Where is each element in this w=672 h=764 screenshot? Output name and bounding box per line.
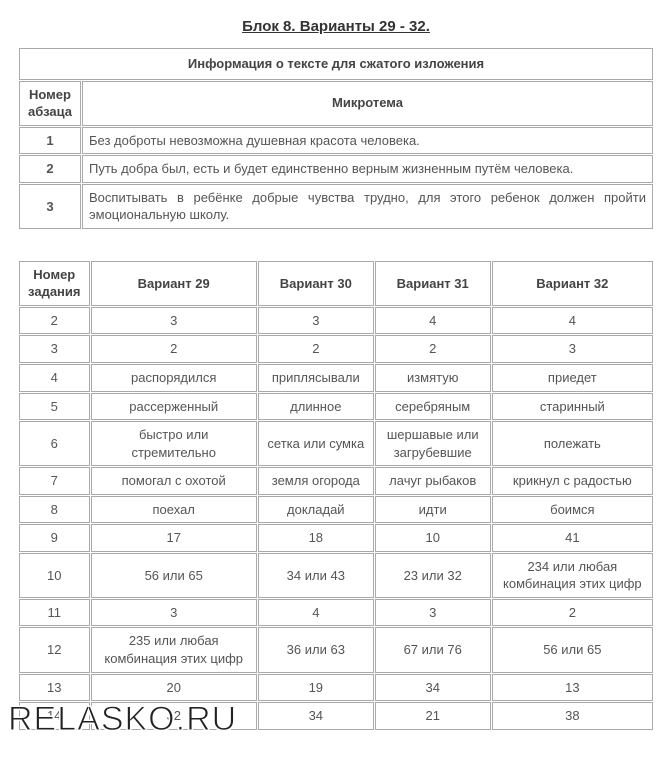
table-row: 4распорядилсяприплясывалиизмятуюприедет <box>19 364 653 392</box>
cell-v32: приедет <box>492 364 653 392</box>
info-row-text: Путь добра был, есть и будет единственно… <box>82 155 653 183</box>
cell-v29: 32 <box>91 702 257 730</box>
cell-v31: 3 <box>375 599 491 627</box>
cell-v32: 38 <box>492 702 653 730</box>
cell-v32: 3 <box>492 335 653 363</box>
cell-v30: приплясывали <box>258 364 374 392</box>
cell-task-num: 3 <box>19 335 90 363</box>
cell-v29: помогал с охотой <box>91 467 257 495</box>
cell-v31: 23 или 32 <box>375 553 491 598</box>
table-row: 113432 <box>19 599 653 627</box>
col-header-num: Номер абзаца <box>19 81 81 126</box>
cell-v31: шершавые или загрубевшие <box>375 421 491 466</box>
cell-v32: полежать <box>492 421 653 466</box>
cell-v30: 3 <box>258 307 374 335</box>
cell-v29: 20 <box>91 674 257 702</box>
cell-v32: 2 <box>492 599 653 627</box>
col-header-v31: Вариант 31 <box>375 261 491 306</box>
info-row: 3 Воспитывать в ребёнке добрые чувства т… <box>19 184 653 229</box>
cell-v31: лачуг рыбаков <box>375 467 491 495</box>
cell-v29: 17 <box>91 524 257 552</box>
cell-v31: 4 <box>375 307 491 335</box>
cell-task-num: 13 <box>19 674 90 702</box>
answers-table: Номер задания Вариант 29 Вариант 30 Вари… <box>18 260 654 731</box>
cell-v31: 10 <box>375 524 491 552</box>
cell-task-num: 5 <box>19 393 90 421</box>
info-row-text: Воспитывать в ребёнке добрые чувства тру… <box>82 184 653 229</box>
table-row: 23344 <box>19 307 653 335</box>
cell-v30: 34 или 43 <box>258 553 374 598</box>
info-row: 2 Путь добра был, есть и будет единствен… <box>19 155 653 183</box>
cell-v29: 56 или 65 <box>91 553 257 598</box>
cell-task-num: 14 <box>19 702 90 730</box>
cell-v32: 41 <box>492 524 653 552</box>
cell-task-num: 11 <box>19 599 90 627</box>
cell-v29: поехал <box>91 496 257 524</box>
table-row: 1056 или 6534 или 4323 или 32234 или люб… <box>19 553 653 598</box>
info-row-num: 1 <box>19 127 81 155</box>
cell-v29: 3 <box>91 599 257 627</box>
table-row: 1320193413 <box>19 674 653 702</box>
table-row: 917181041 <box>19 524 653 552</box>
cell-v31: измятую <box>375 364 491 392</box>
cell-v30: земля огорода <box>258 467 374 495</box>
cell-v29: 3 <box>91 307 257 335</box>
cell-v30: длинное <box>258 393 374 421</box>
cell-task-num: 8 <box>19 496 90 524</box>
col-header-v32: Вариант 32 <box>492 261 653 306</box>
col-header-micro: Микротема <box>82 81 653 126</box>
cell-v30: 19 <box>258 674 374 702</box>
cell-v31: 21 <box>375 702 491 730</box>
cell-v31: серебряным <box>375 393 491 421</box>
cell-task-num: 7 <box>19 467 90 495</box>
cell-task-num: 9 <box>19 524 90 552</box>
table-row: 5рассерженныйдлинноесеребрянымстаринный <box>19 393 653 421</box>
cell-v30: докладай <box>258 496 374 524</box>
cell-task-num: 4 <box>19 364 90 392</box>
info-table: Информация о тексте для сжатого изложени… <box>18 47 654 230</box>
cell-v29: рассерженный <box>91 393 257 421</box>
cell-v30: 36 или 63 <box>258 627 374 672</box>
cell-v30: 34 <box>258 702 374 730</box>
cell-v32: 56 или 65 <box>492 627 653 672</box>
cell-task-num: 12 <box>19 627 90 672</box>
cell-v32: 234 или любая комбинация этих цифр <box>492 553 653 598</box>
cell-task-num: 2 <box>19 307 90 335</box>
cell-v29: 235 или любая комбинация этих цифр <box>91 627 257 672</box>
col-header-task-num: Номер задания <box>19 261 90 306</box>
table-row: 7помогал с охотойземля огородалачуг рыба… <box>19 467 653 495</box>
cell-v31: 2 <box>375 335 491 363</box>
col-header-v30: Вариант 30 <box>258 261 374 306</box>
table-row: 6быстро или стремительносетка или сумкаш… <box>19 421 653 466</box>
col-header-v29: Вариант 29 <box>91 261 257 306</box>
table-row: 1432342138 <box>19 702 653 730</box>
page-title: Блок 8. Варианты 29 - 32. <box>18 18 654 35</box>
table-row: 8поехалдокладайидтибоимся <box>19 496 653 524</box>
table-row: 12235 или любая комбинация этих цифр36 и… <box>19 627 653 672</box>
cell-v32: 13 <box>492 674 653 702</box>
info-row-num: 2 <box>19 155 81 183</box>
cell-v29: быстро или стремительно <box>91 421 257 466</box>
cell-v32: боимся <box>492 496 653 524</box>
cell-v30: сетка или сумка <box>258 421 374 466</box>
info-caption: Информация о тексте для сжатого изложени… <box>19 48 653 80</box>
cell-v31: 34 <box>375 674 491 702</box>
cell-v32: старинный <box>492 393 653 421</box>
info-row: 1 Без доброты невозможна душевная красот… <box>19 127 653 155</box>
cell-task-num: 10 <box>19 553 90 598</box>
info-row-text: Без доброты невозможна душевная красота … <box>82 127 653 155</box>
cell-v32: 4 <box>492 307 653 335</box>
cell-v29: распорядился <box>91 364 257 392</box>
cell-v30: 18 <box>258 524 374 552</box>
cell-v29: 2 <box>91 335 257 363</box>
cell-v32: крикнул с радостью <box>492 467 653 495</box>
table-row: 32223 <box>19 335 653 363</box>
cell-v31: идти <box>375 496 491 524</box>
cell-v30: 4 <box>258 599 374 627</box>
cell-task-num: 6 <box>19 421 90 466</box>
info-row-num: 3 <box>19 184 81 229</box>
cell-v30: 2 <box>258 335 374 363</box>
cell-v31: 67 или 76 <box>375 627 491 672</box>
